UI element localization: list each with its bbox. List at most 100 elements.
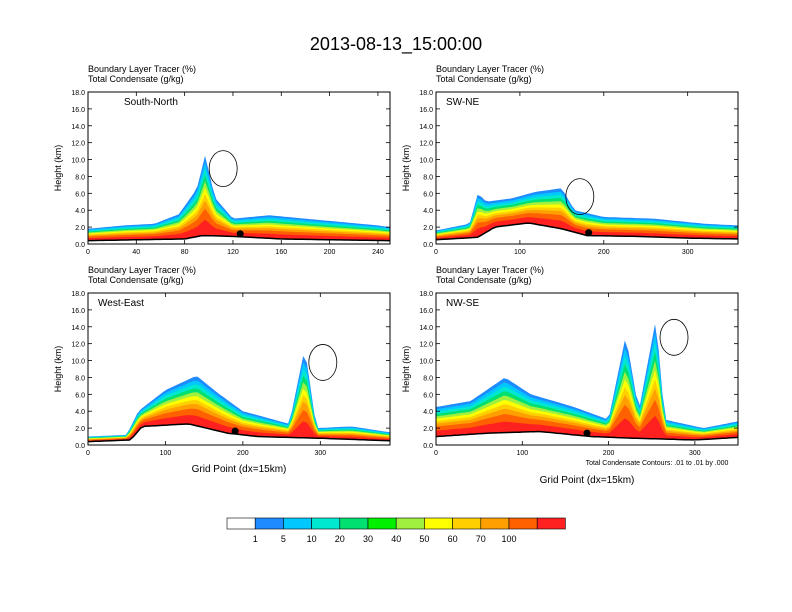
colorbar-label: 50 bbox=[419, 534, 429, 544]
colorbar-swatch bbox=[395, 517, 425, 530]
y-tick-label: 0.0 bbox=[423, 443, 433, 450]
x-tick-label: 40 bbox=[132, 249, 140, 256]
y-tick-label: 10.0 bbox=[71, 158, 85, 165]
terrain-fill bbox=[436, 431, 738, 445]
x-axis-label: Grid Point (dx=15km) bbox=[192, 464, 287, 475]
colorbar-label: 10 bbox=[307, 534, 317, 544]
y-tick-label: 14.0 bbox=[419, 325, 433, 332]
y-tick-label: 8.0 bbox=[75, 174, 85, 181]
y-tick-label: 6.0 bbox=[75, 191, 85, 198]
x-tick-label: 0 bbox=[86, 249, 90, 256]
y-tick-label: 18.0 bbox=[71, 90, 85, 97]
colorbar-label: 1 bbox=[253, 534, 258, 544]
y-axis-label: Height (km) bbox=[53, 346, 63, 393]
panel-header-tracer: Boundary Layer Tracer (%) bbox=[88, 64, 196, 74]
colorbar-label: 100 bbox=[501, 534, 516, 544]
colorbar-label: 5 bbox=[281, 534, 286, 544]
x-tick-label: 160 bbox=[275, 249, 287, 256]
colorbar-swatch bbox=[367, 517, 397, 530]
colorbar-swatch bbox=[339, 517, 369, 530]
x-tick-label: 80 bbox=[181, 249, 189, 256]
tracer-band-9 bbox=[88, 219, 390, 244]
y-tick-label: 18.0 bbox=[419, 291, 433, 298]
location-marker bbox=[231, 427, 239, 435]
y-tick-label: 12.0 bbox=[71, 342, 85, 349]
y-tick-label: 14.0 bbox=[419, 124, 433, 131]
y-tick-label: 2.0 bbox=[423, 426, 433, 433]
y-tick-label: 0.0 bbox=[75, 443, 85, 450]
tracer-field bbox=[436, 318, 738, 445]
plot-frame bbox=[435, 292, 739, 446]
y-tick-label: 0.0 bbox=[423, 242, 433, 249]
y-tick-label: 10.0 bbox=[419, 359, 433, 366]
y-tick-label: 16.0 bbox=[419, 107, 433, 114]
contour-note: Total Condensate Contours: .01 to .01 by… bbox=[586, 460, 729, 467]
x-tick-label: 0 bbox=[434, 249, 438, 256]
terrain-fill bbox=[88, 235, 390, 244]
x-tick-label: 0 bbox=[434, 450, 438, 457]
y-tick-label: 2.0 bbox=[75, 225, 85, 232]
y-tick-label: 18.0 bbox=[71, 291, 85, 298]
y-tick-label: 6.0 bbox=[423, 392, 433, 399]
x-tick-label: 200 bbox=[603, 450, 615, 457]
colorbar-label: 30 bbox=[363, 534, 373, 544]
colorbar-label: 60 bbox=[448, 534, 458, 544]
y-tick-label: 2.0 bbox=[75, 426, 85, 433]
colorbar-swatch bbox=[424, 517, 453, 530]
condensate-contour bbox=[659, 318, 689, 356]
x-tick-label: 200 bbox=[237, 450, 249, 457]
panels: Boundary Layer Tracer (%)Total Condensat… bbox=[53, 64, 739, 486]
y-axis-label: Height (km) bbox=[401, 145, 411, 192]
y-tick-label: 16.0 bbox=[71, 308, 85, 315]
y-tick-label: 10.0 bbox=[71, 359, 85, 366]
y-tick-label: 0.0 bbox=[75, 242, 85, 249]
y-axis-label: Height (km) bbox=[53, 145, 63, 192]
y-tick-label: 12.0 bbox=[419, 141, 433, 148]
colorbar: 1 5 10 20 30 40 50 60 70 100 bbox=[226, 517, 566, 544]
x-tick-label: 200 bbox=[598, 249, 610, 256]
plot-frame bbox=[87, 91, 391, 245]
y-tick-label: 4.0 bbox=[423, 208, 433, 215]
panel-nw-se: Boundary Layer Tracer (%)Total Condensat… bbox=[401, 265, 739, 486]
panel-header-condensate: Total Condensate (g/kg) bbox=[436, 74, 532, 84]
panel-west-east: Boundary Layer Tracer (%)Total Condensat… bbox=[53, 265, 391, 475]
colorbar-label: 40 bbox=[391, 534, 401, 544]
y-tick-label: 12.0 bbox=[419, 342, 433, 349]
panel-header-condensate: Total Condensate (g/kg) bbox=[436, 275, 532, 285]
colorbar-swatch bbox=[536, 517, 566, 530]
location-marker bbox=[236, 230, 244, 238]
panel-south-north: Boundary Layer Tracer (%)Total Condensat… bbox=[53, 64, 391, 256]
panel-header-tracer: Boundary Layer Tracer (%) bbox=[436, 265, 544, 275]
x-tick-label: 240 bbox=[372, 249, 384, 256]
y-tick-label: 6.0 bbox=[423, 191, 433, 198]
y-tick-label: 14.0 bbox=[71, 325, 85, 332]
y-tick-label: 4.0 bbox=[423, 409, 433, 416]
y-tick-label: 8.0 bbox=[75, 375, 85, 382]
panel-label: NW-SE bbox=[446, 298, 479, 309]
panel-header-tracer: Boundary Layer Tracer (%) bbox=[436, 64, 544, 74]
tracer-field bbox=[88, 150, 390, 244]
colorbar-swatch bbox=[508, 517, 538, 530]
y-axis-label: Height (km) bbox=[401, 346, 411, 393]
x-tick-label: 300 bbox=[689, 450, 701, 457]
x-tick-label: 300 bbox=[314, 450, 326, 457]
terrain-line bbox=[88, 423, 390, 443]
y-tick-label: 18.0 bbox=[419, 90, 433, 97]
y-tick-label: 8.0 bbox=[423, 174, 433, 181]
location-marker bbox=[583, 429, 591, 437]
x-tick-label: 120 bbox=[227, 249, 239, 256]
tracer-band-8 bbox=[88, 208, 390, 244]
y-tick-label: 4.0 bbox=[75, 409, 85, 416]
panel-header-condensate: Total Condensate (g/kg) bbox=[88, 275, 184, 285]
colorbar-swatch bbox=[311, 517, 341, 530]
x-tick-label: 100 bbox=[514, 249, 526, 256]
panel-label: SW-NE bbox=[446, 97, 479, 108]
y-tick-label: 12.0 bbox=[71, 141, 85, 148]
colorbar-swatch bbox=[283, 517, 312, 530]
panel-header-condensate: Total Condensate (g/kg) bbox=[88, 74, 184, 84]
y-tick-label: 16.0 bbox=[419, 308, 433, 315]
tracer-field bbox=[88, 344, 390, 445]
panel-header-tracer: Boundary Layer Tracer (%) bbox=[88, 265, 196, 275]
colorbar-swatch bbox=[226, 517, 256, 530]
plot-frame bbox=[87, 292, 391, 446]
